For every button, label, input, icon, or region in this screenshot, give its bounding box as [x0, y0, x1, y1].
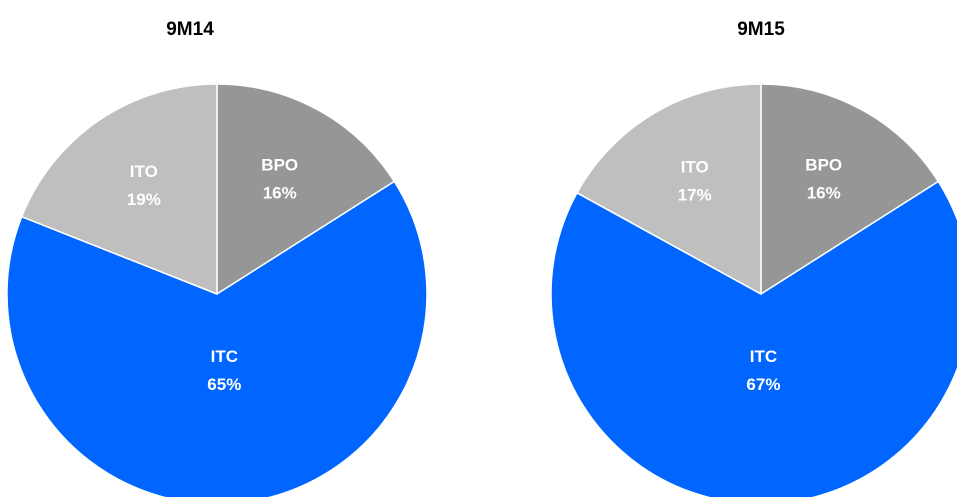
slice-value: 67% — [746, 375, 780, 394]
chart-title: 9M15 — [737, 19, 785, 40]
slice-category: BPO — [261, 155, 298, 174]
pie-slice — [550, 180, 957, 497]
slice-category: ITO — [681, 157, 709, 176]
slice-category: BPO — [805, 155, 842, 174]
slice-category: ITO — [130, 162, 158, 181]
slice-value: 16% — [807, 183, 841, 202]
pie-slice — [760, 83, 940, 296]
slice-category: ITC — [211, 347, 238, 366]
slice-value: 65% — [207, 375, 241, 394]
slice-value: 19% — [127, 190, 161, 209]
slice-value: 16% — [263, 183, 297, 202]
slice-value: 17% — [678, 185, 712, 204]
chart-title: 9M14 — [166, 19, 214, 40]
pie-slice — [575, 83, 762, 296]
slice-category: ITC — [750, 347, 777, 366]
pie-slice — [6, 180, 428, 497]
pie-slice — [216, 83, 396, 296]
pie-slice — [20, 83, 218, 296]
